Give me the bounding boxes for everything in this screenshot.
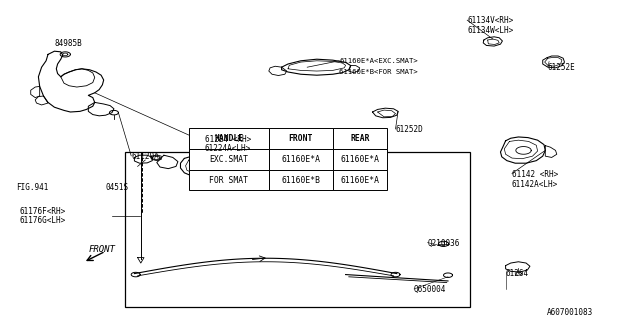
Text: 61160E*A: 61160E*A	[282, 155, 320, 164]
Text: FRONT: FRONT	[88, 245, 115, 254]
Text: FIG.941: FIG.941	[16, 183, 49, 192]
Text: 61264: 61264	[506, 269, 529, 278]
Text: FOR SMAT: FOR SMAT	[209, 175, 248, 185]
Text: 61160E*A<EXC.SMAT>: 61160E*A<EXC.SMAT>	[339, 58, 418, 64]
Text: REAR: REAR	[350, 134, 370, 143]
Text: 0451S: 0451S	[106, 183, 129, 192]
Bar	[269, 149, 333, 170]
Text: 61142 <RH>: 61142 <RH>	[512, 170, 558, 179]
Text: 61142A<LH>: 61142A<LH>	[512, 180, 558, 188]
Text: 61160E*B<FOR SMAT>: 61160E*B<FOR SMAT>	[339, 69, 418, 75]
Text: HANDLE: HANDLE	[214, 134, 243, 143]
Text: 61134V<RH>: 61134V<RH>	[467, 16, 513, 25]
Text: 61120A: 61120A	[131, 152, 159, 161]
Text: 61224 <RH>: 61224 <RH>	[205, 135, 251, 144]
Text: Q210036: Q210036	[428, 239, 460, 248]
Bar	[269, 128, 333, 149]
Text: 61160E*B: 61160E*B	[282, 175, 320, 185]
Text: 84985B: 84985B	[54, 39, 82, 48]
Text: 61176F<RH>: 61176F<RH>	[19, 207, 65, 216]
Bar	[333, 170, 387, 190]
Text: Q650004: Q650004	[414, 285, 447, 294]
Text: 61134W<LH>: 61134W<LH>	[467, 26, 513, 35]
Bar	[189, 128, 269, 149]
Text: 61176G<LH>: 61176G<LH>	[19, 216, 65, 225]
Bar	[269, 170, 333, 190]
Bar	[333, 128, 387, 149]
Text: 61160E*A: 61160E*A	[340, 175, 380, 185]
Bar	[125, 152, 470, 307]
Text: A607001083: A607001083	[547, 308, 593, 317]
Text: 61252D: 61252D	[396, 125, 423, 134]
Text: 61224A<LH>: 61224A<LH>	[205, 144, 251, 153]
Bar	[189, 149, 269, 170]
Text: FRONT: FRONT	[289, 134, 313, 143]
Bar	[189, 170, 269, 190]
Text: 61252E: 61252E	[547, 63, 575, 72]
Text: 61160E*A: 61160E*A	[340, 155, 380, 164]
Bar	[333, 149, 387, 170]
Text: EXC.SMAT: EXC.SMAT	[209, 155, 248, 164]
